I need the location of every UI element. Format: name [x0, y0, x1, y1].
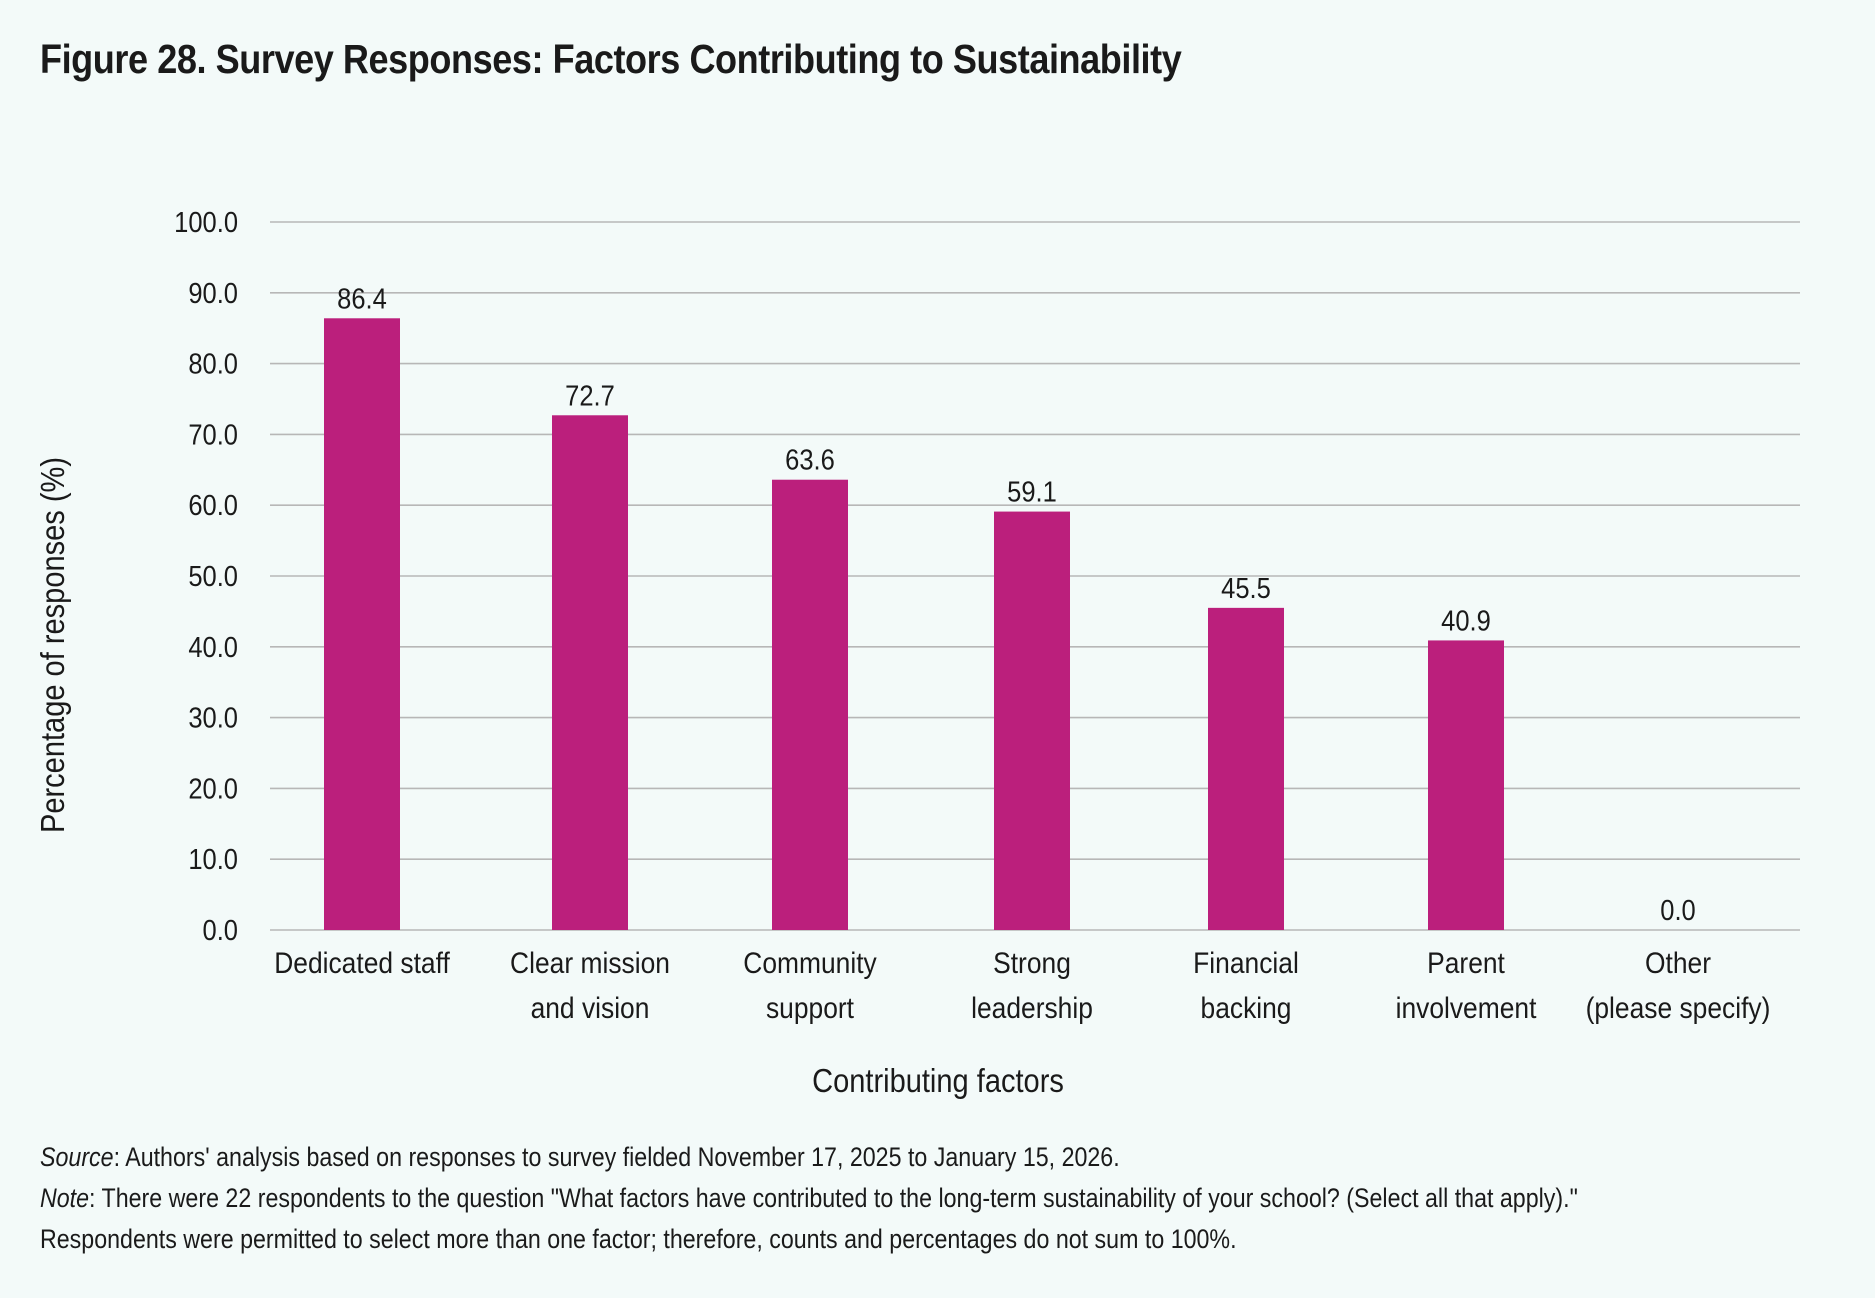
y-tick-label: 90.0 [188, 276, 238, 309]
y-tick-label: 80.0 [188, 347, 238, 380]
data-label: 45.5 [1221, 571, 1271, 604]
y-tick-label: 50.0 [188, 559, 238, 592]
y-tick-label: 0.0 [203, 913, 238, 946]
bar [324, 318, 400, 931]
data-label: 72.7 [565, 379, 615, 412]
source-text: : Authors' analysis based on responses t… [113, 1142, 1120, 1172]
value-labels: 86.4 72.7 63.6 59.1 45.5 40.9 0.0 [337, 282, 1696, 927]
x-tick-label: backing [1201, 990, 1292, 1024]
note-continued: Respondents were permitted to select mor… [40, 1224, 1237, 1254]
x-axis-label: Contributing factors [812, 1062, 1064, 1099]
y-tick-label: 100.0 [174, 205, 238, 238]
x-tick-label: involvement [1396, 990, 1537, 1024]
y-axis-label: Percentage of responses (%) [34, 457, 71, 833]
y-tick-label: 20.0 [188, 772, 238, 805]
y-tick-label: 70.0 [188, 418, 238, 451]
x-tick-label: Financial [1193, 945, 1299, 979]
bar [1208, 607, 1284, 930]
source-label: Source [40, 1142, 114, 1172]
source-note: Source: Authors' analysis based on respo… [40, 1137, 1578, 1178]
x-tick-label: Strong [993, 945, 1071, 979]
data-label: 0.0 [1660, 893, 1695, 926]
bar [772, 479, 848, 930]
x-tick-label: Parent [1427, 945, 1505, 979]
x-tick-label: and vision [531, 990, 650, 1024]
data-label: 59.1 [1007, 475, 1057, 508]
data-label: 40.9 [1441, 604, 1491, 637]
x-tick-label: support [766, 990, 854, 1024]
x-tick-label: Dedicated staff [274, 945, 450, 979]
x-axis-ticks: Dedicated staff Clear mission and vision Co… [274, 945, 1770, 1024]
note: Note: There were 22 respondents to the q… [40, 1178, 1578, 1219]
y-tick-label: 30.0 [188, 701, 238, 734]
bar-chart: 0.0 10.0 20.0 30.0 40.0 50.0 60.0 70.0 80.0 90.0 1… [34, 205, 1800, 1099]
y-axis-ticks: 0.0 10.0 20.0 30.0 40.0 50.0 60.0 70.0 80.0 90.0 1… [174, 205, 238, 946]
bars [324, 318, 1504, 931]
y-tick-label: 40.0 [188, 630, 238, 663]
x-tick-label: Clear mission [510, 945, 670, 979]
figure-title: Figure 28. Survey Responses: Factors Con… [40, 36, 1182, 82]
x-tick-label: leadership [971, 990, 1093, 1024]
note-label: Note [40, 1183, 90, 1213]
x-tick-label: Community [743, 945, 877, 979]
y-tick-label: 60.0 [188, 489, 238, 522]
footnotes: Source: Authors' analysis based on respo… [40, 1137, 1578, 1260]
data-label: 86.4 [337, 282, 387, 315]
note-text: : There were 22 respondents to the quest… [89, 1183, 1578, 1213]
x-tick-label: (please specify) [1586, 990, 1771, 1024]
bar [1428, 640, 1504, 930]
data-label: 63.6 [785, 443, 835, 476]
x-tick-label: Other [1645, 945, 1711, 979]
bar [552, 415, 628, 930]
bar [994, 511, 1070, 930]
y-tick-label: 10.0 [188, 843, 238, 876]
